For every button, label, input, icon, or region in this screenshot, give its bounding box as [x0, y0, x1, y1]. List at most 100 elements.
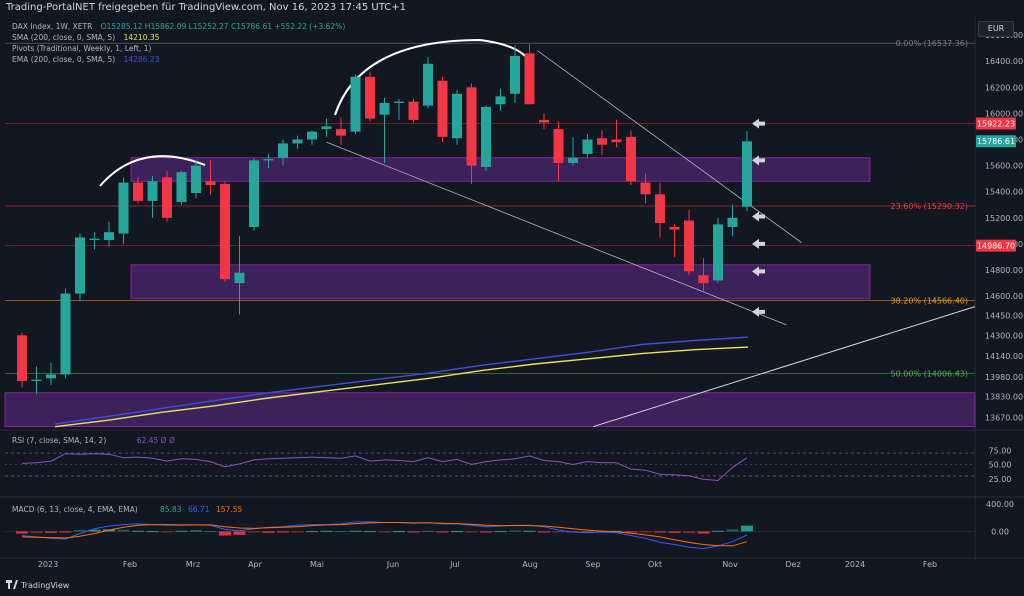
macd-histogram-bar [581, 531, 594, 533]
annotation-arrow-icon [752, 266, 765, 277]
ohlc-values: O15285.12 H15862.09 L15252.27 C15786.61 … [100, 22, 346, 31]
candle-body [321, 126, 332, 130]
pivots-legend: Pivots (Traditional, Weekly, 1, Left, 1) [12, 44, 151, 53]
rsi-legend-label: RSI (7, close, SMA, 14, 2) [12, 436, 106, 445]
macd-histogram-bar [175, 530, 188, 532]
macd-legend-label: MACD (6, 13, close, 4, EMA, EMA) [12, 505, 138, 514]
sma-legend: SMA (200, close, 0, SMA, 5) 14210.35 [12, 33, 159, 42]
candle-body [582, 139, 593, 154]
candle-body [336, 129, 346, 136]
ema-value: 14286.23 [123, 55, 160, 64]
price-tick-label: 13830.00 [985, 393, 1023, 402]
macd-histogram-bar [393, 531, 405, 533]
macd-histogram-bar [494, 531, 507, 533]
price-tick-label: 13980.00 [985, 373, 1023, 382]
macd-histogram-bar [712, 530, 724, 532]
candle-body [176, 172, 187, 203]
macd-histogram-bar [335, 531, 347, 533]
candle-body [234, 272, 245, 284]
candle-body [611, 139, 622, 143]
candle-body [669, 226, 680, 230]
price-chart[interactable]: 0.00% (16537.36) 23.60% (15290.32) 38.20% … [0, 16, 1024, 580]
macd-histogram-bar [610, 530, 623, 532]
pivots-label: Pivots (Traditional, Weekly, 1, Left, 1) [12, 44, 152, 53]
price-label-box [976, 239, 1016, 252]
price-label-box [976, 117, 1016, 130]
candle-body [350, 76, 361, 132]
support-zone [130, 157, 871, 182]
tradingview-logo-icon [6, 580, 18, 589]
macd-histogram-bar [407, 531, 420, 533]
macd-histogram-bar [306, 531, 318, 533]
price-tick-label: 15600.00 [985, 162, 1023, 171]
candle-body [191, 165, 201, 194]
macd-histogram-bar [451, 531, 463, 533]
candle-body [626, 136, 636, 182]
candle-body [104, 232, 114, 241]
price-tick-label: 14300.00 [985, 331, 1023, 340]
time-tick-label: 2023 [38, 560, 58, 569]
candle-body [466, 87, 477, 166]
candle-body [568, 157, 578, 163]
ema-label: EMA (200, close, 0, SMA, 5) [12, 55, 116, 64]
macd-histogram-bar [726, 529, 739, 532]
macd-histogram-bar [625, 531, 637, 533]
candle-body [553, 129, 564, 163]
candle-body [278, 143, 288, 158]
annotation-arrow-icon [752, 306, 765, 317]
price-label-value: 14986.70 [977, 242, 1015, 251]
candle-body [684, 220, 694, 272]
candle-body [118, 182, 129, 234]
macd-histogram-bar [538, 531, 550, 533]
rsi-line [21, 453, 748, 482]
macd-histogram-bar [639, 531, 652, 533]
candle-body [727, 217, 738, 227]
candle-body [162, 177, 172, 218]
price-tick-label: 15200.00 [985, 214, 1023, 223]
time-tick-label: Sep [585, 560, 600, 569]
fib-level-label: 38.20% (14566.40) [891, 297, 968, 306]
trend-line [592, 306, 976, 428]
ema-legend: EMA (200, close, 0, SMA, 5) 14286.23 [12, 55, 159, 64]
macd-histogram-bar [668, 531, 681, 533]
macd-histogram-bar [654, 531, 666, 533]
macd-histogram-bar [552, 531, 565, 533]
annotation-arrow-icon [752, 238, 765, 249]
candle-body [133, 182, 143, 201]
macd-histogram-bar [45, 531, 57, 533]
macd-histogram-bar [697, 531, 710, 534]
time-tick-label: Feb [923, 560, 937, 569]
macd-histogram-bar [190, 530, 202, 532]
fib-level-label: 0.00% (16537.36) [896, 39, 968, 48]
candle-body [655, 194, 665, 224]
price-label-box [976, 135, 1016, 148]
macd-histogram-bar [248, 531, 260, 533]
macd-histogram-bar [88, 529, 101, 532]
macd-histogram-bar [364, 531, 376, 533]
macd-histogram-bar [378, 531, 391, 533]
price-tick-label: 14600.00 [985, 292, 1023, 301]
candle-body [698, 275, 709, 284]
candle-body [31, 379, 42, 382]
sma-200-line [54, 346, 749, 428]
candle-body [17, 335, 27, 382]
trend-line [537, 50, 802, 243]
macd-signal-line [21, 522, 748, 547]
candle-body [60, 293, 71, 375]
time-tick-label: Nov [722, 560, 738, 569]
rsi-tick-label: 25.00 [989, 475, 1012, 484]
candle-body [495, 96, 506, 105]
candle-body [713, 224, 723, 281]
candle-body [365, 76, 375, 119]
price-tick-label: 16000.00 [985, 109, 1023, 118]
candle-body [307, 131, 317, 140]
time-tick-label: Aug [522, 560, 538, 569]
price-tick-label: 14800.00 [985, 266, 1023, 275]
candle-body [524, 53, 535, 105]
currency-button[interactable]: EUR [978, 21, 1014, 37]
candle-body [452, 93, 462, 139]
candle-body [292, 139, 303, 144]
macd-histogram-bar [59, 531, 72, 533]
drawn-arc [99, 155, 206, 187]
candle-body [481, 106, 491, 167]
